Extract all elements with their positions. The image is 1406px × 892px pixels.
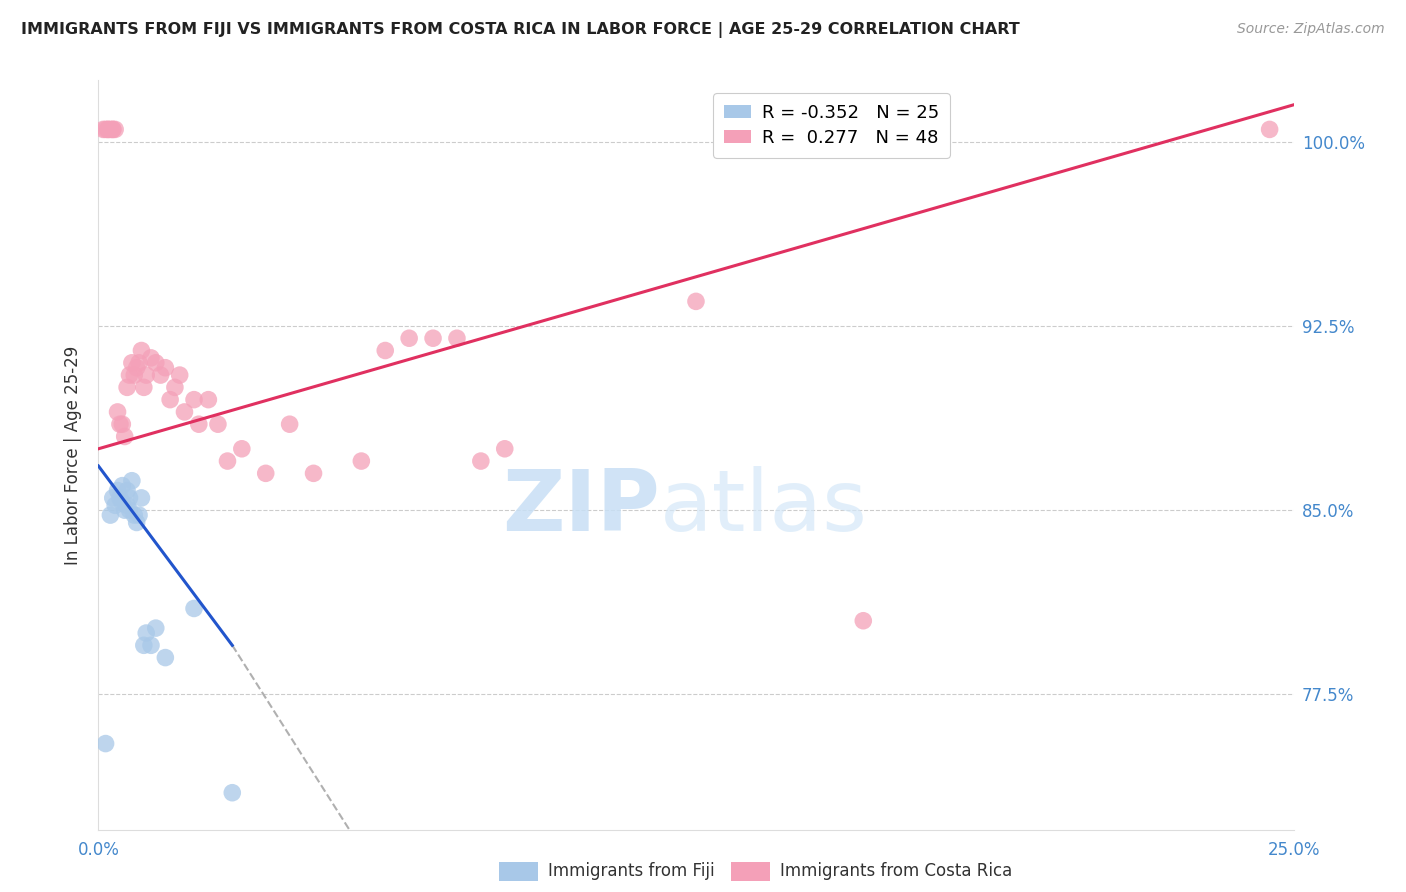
Point <box>155 360 177 375</box>
Point <box>183 601 205 615</box>
Point <box>104 122 127 136</box>
Point <box>101 491 124 505</box>
Point <box>101 122 124 136</box>
Y-axis label: In Labor Force | Age 25-29: In Labor Force | Age 25-29 <box>63 345 82 565</box>
Point <box>91 122 114 136</box>
Point <box>118 503 141 517</box>
Point <box>94 122 117 136</box>
Point <box>121 356 143 370</box>
Point <box>111 496 134 510</box>
Point <box>108 417 131 432</box>
Text: ZIP: ZIP <box>502 466 661 549</box>
Point <box>107 483 129 498</box>
Point <box>124 508 146 522</box>
Point <box>207 417 229 432</box>
Point <box>97 122 120 136</box>
Point <box>139 351 162 365</box>
Point <box>163 380 186 394</box>
Point <box>111 478 134 492</box>
Text: Immigrants from Fiji: Immigrants from Fiji <box>548 863 716 880</box>
Point <box>131 343 153 358</box>
Point <box>183 392 205 407</box>
Point <box>398 331 420 345</box>
Point <box>125 360 148 375</box>
Point <box>145 356 167 370</box>
Point <box>145 621 167 635</box>
Point <box>132 638 155 652</box>
Point <box>254 467 277 481</box>
Point <box>374 343 396 358</box>
Text: Source: ZipAtlas.com: Source: ZipAtlas.com <box>1237 22 1385 37</box>
Point <box>149 368 172 382</box>
Point <box>107 405 129 419</box>
Point <box>135 368 157 382</box>
Text: atlas: atlas <box>661 466 868 549</box>
Point <box>115 498 138 512</box>
Point <box>98 508 122 522</box>
Point <box>125 516 148 530</box>
Point <box>173 405 195 419</box>
Legend: R = -0.352   N = 25, R =  0.277   N = 48: R = -0.352 N = 25, R = 0.277 N = 48 <box>713 93 950 158</box>
Point <box>124 368 146 382</box>
Point <box>128 508 150 522</box>
Point <box>118 368 141 382</box>
Point <box>114 503 136 517</box>
Point <box>422 331 444 345</box>
Point <box>685 294 707 309</box>
Point <box>350 454 373 468</box>
Point <box>135 626 157 640</box>
Point <box>217 454 239 468</box>
Point <box>221 786 243 800</box>
Point <box>159 392 181 407</box>
Point <box>114 429 136 443</box>
Point <box>115 380 138 394</box>
Point <box>231 442 253 456</box>
Point <box>97 122 120 136</box>
Point <box>494 442 516 456</box>
Point <box>1258 122 1281 136</box>
Point <box>446 331 468 345</box>
Point <box>187 417 209 432</box>
Point <box>470 454 492 468</box>
Point <box>132 380 155 394</box>
Point <box>118 491 141 505</box>
Point <box>302 467 325 481</box>
Point <box>101 122 124 136</box>
Point <box>197 392 219 407</box>
Text: IMMIGRANTS FROM FIJI VS IMMIGRANTS FROM COSTA RICA IN LABOR FORCE | AGE 25-29 CO: IMMIGRANTS FROM FIJI VS IMMIGRANTS FROM … <box>21 22 1019 38</box>
Point <box>278 417 301 432</box>
Point <box>98 122 122 136</box>
Text: Immigrants from Costa Rica: Immigrants from Costa Rica <box>780 863 1012 880</box>
Point <box>169 368 191 382</box>
Point <box>94 737 117 751</box>
Point <box>131 491 153 505</box>
Point <box>104 498 127 512</box>
Point <box>128 356 150 370</box>
Point <box>115 483 138 498</box>
Point <box>852 614 875 628</box>
Point <box>121 474 143 488</box>
Point <box>139 638 162 652</box>
Point <box>155 650 177 665</box>
Point <box>108 491 131 505</box>
Point <box>111 417 134 432</box>
